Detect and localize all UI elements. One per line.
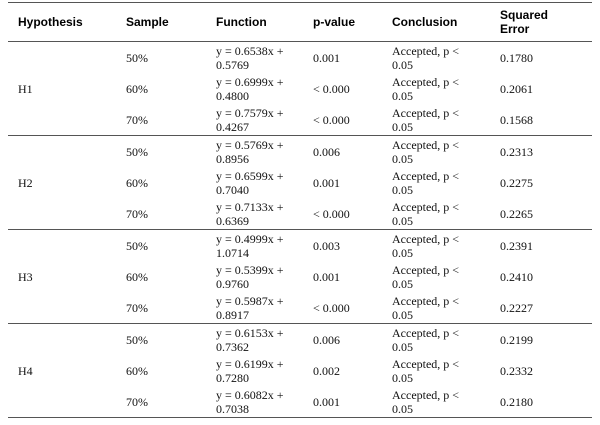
function: y = 0.6538x + 0.5769 (216, 43, 284, 72)
sample: 60% (126, 363, 148, 378)
conclusion: Accepted, p < 0.05 (392, 231, 460, 260)
function: y = 0.4999x + 1.0714 (216, 231, 284, 260)
function: y = 0.6082x + 0.7038 (206, 386, 303, 418)
sample: 60% (126, 269, 148, 284)
function: y = 0.6199x + 0.7280 (216, 356, 284, 385)
data-row: 60% y = 0.5399x + 0.9760 0.001 Accepted, p … (8, 261, 592, 292)
data-row: 60% y = 0.6999x + 0.4800 < 0.000 Accepted, … (8, 73, 592, 104)
column-header: p-value (303, 2, 382, 42)
data-row: H1 50% y = 0.6538x + 0.5769 0.001 Accepted, … (8, 41, 592, 136)
function: y = 0.5769x + 0.8956 (216, 137, 284, 166)
squared-error: 0.2275 (500, 175, 533, 190)
conclusion: Accepted, p < 0.05 (382, 198, 490, 230)
data-row: 70% y = 0.5987x + 0.8917 < 0.000 Accepted, … (8, 292, 592, 324)
squared-error: 0.2061 (500, 81, 533, 96)
column-header: Sample (116, 2, 206, 42)
sample: 70% (116, 198, 206, 230)
data-row: 70% y = 0.7579x + 0.4267 < 0.000 Accepted, … (8, 104, 592, 136)
results-table: Hypothesis Sample Function p-value Conclusio… (8, 2, 592, 418)
squared-error: 0.2410 (500, 269, 533, 284)
squared-error: 0.1568 (490, 104, 592, 136)
squared-error: 0.2180 (490, 386, 592, 418)
p-value: 0.002 (313, 363, 340, 378)
squared-error: 0.2332 (500, 363, 533, 378)
hypothesis: H3 (8, 229, 116, 324)
hypothesis: H4 (8, 323, 116, 418)
p-value: 0.006 (313, 144, 340, 159)
data-row: 60% y = 0.6199x + 0.7280 0.002 Accepted, p … (8, 355, 592, 386)
table-body: H1 50% y = 0.6538x + 0.5769 0.001 Accepted, … (8, 41, 592, 418)
sample: 50% (126, 50, 148, 65)
sample: 70% (116, 104, 206, 136)
conclusion: Accepted, p < 0.05 (392, 356, 460, 385)
squared-error: 0.1780 (500, 50, 533, 65)
function: y = 0.5399x + 0.9760 (216, 262, 284, 291)
hypothesis: H1 (8, 41, 116, 136)
sample: 50% (126, 238, 148, 253)
p-value: < 0.000 (303, 104, 382, 136)
squared-error: 0.2227 (490, 292, 592, 324)
conclusion: Accepted, p < 0.05 (392, 325, 460, 354)
conclusion: Accepted, p < 0.05 (392, 262, 460, 291)
column-header: Hypothesis (8, 2, 116, 42)
data-row: 60% y = 0.6599x + 0.7040 0.001 Accepted, p … (8, 167, 592, 198)
p-value: 0.001 (313, 50, 340, 65)
p-value: 0.001 (313, 175, 340, 190)
sample: 60% (126, 81, 148, 96)
sample: 60% (126, 175, 148, 190)
function: y = 0.6999x + 0.4800 (216, 74, 284, 103)
squared-error: 0.2313 (500, 144, 533, 159)
sample: 70% (116, 386, 206, 418)
data-row: 70% y = 0.7133x + 0.6369 < 0.000 Accepted, … (8, 198, 592, 230)
p-value: < 0.000 (303, 198, 382, 230)
data-row: H2 50% y = 0.5769x + 0.8956 0.006 Accepted, … (8, 135, 592, 230)
sample: 50% (126, 332, 148, 347)
p-value: < 0.000 (313, 81, 350, 96)
data-row: H3 50% y = 0.4999x + 1.0714 0.003 Accepted, … (8, 229, 592, 324)
p-value: 0.001 (313, 269, 340, 284)
sample: 50% (126, 144, 148, 159)
hypothesis: H2 (8, 135, 116, 230)
p-value: 0.006 (313, 332, 340, 347)
function: y = 0.6599x + 0.7040 (216, 168, 284, 197)
function: y = 0.7579x + 0.4267 (206, 104, 303, 136)
squared-error: 0.2391 (500, 238, 533, 253)
column-header: Function (206, 2, 303, 42)
header-row: Hypothesis Sample Function p-value Conclusio… (8, 2, 592, 42)
function: y = 0.7133x + 0.6369 (206, 198, 303, 230)
conclusion: Accepted, p < 0.05 (392, 74, 460, 103)
p-value: 0.001 (303, 386, 382, 418)
column-header: Squared Error (490, 2, 592, 42)
conclusion: Accepted, p < 0.05 (382, 292, 490, 324)
conclusion: Accepted, p < 0.05 (382, 104, 490, 136)
conclusion: Accepted, p < 0.05 (392, 137, 460, 166)
p-value: 0.003 (313, 238, 340, 253)
conclusion: Accepted, p < 0.05 (382, 386, 490, 418)
function: y = 0.6153x + 0.7362 (216, 325, 284, 354)
p-value: < 0.000 (303, 292, 382, 324)
data-row: H4 50% y = 0.6153x + 0.7362 0.006 Accepted, … (8, 323, 592, 418)
conclusion: Accepted, p < 0.05 (392, 168, 460, 197)
conclusion: Accepted, p < 0.05 (392, 43, 460, 72)
function: y = 0.5987x + 0.8917 (206, 292, 303, 324)
squared-error: 0.2265 (490, 198, 592, 230)
sample: 70% (116, 292, 206, 324)
squared-error: 0.2199 (500, 332, 533, 347)
column-header: Conclusion (382, 2, 490, 42)
data-row: 70% y = 0.6082x + 0.7038 0.001 Accepted, p … (8, 386, 592, 418)
